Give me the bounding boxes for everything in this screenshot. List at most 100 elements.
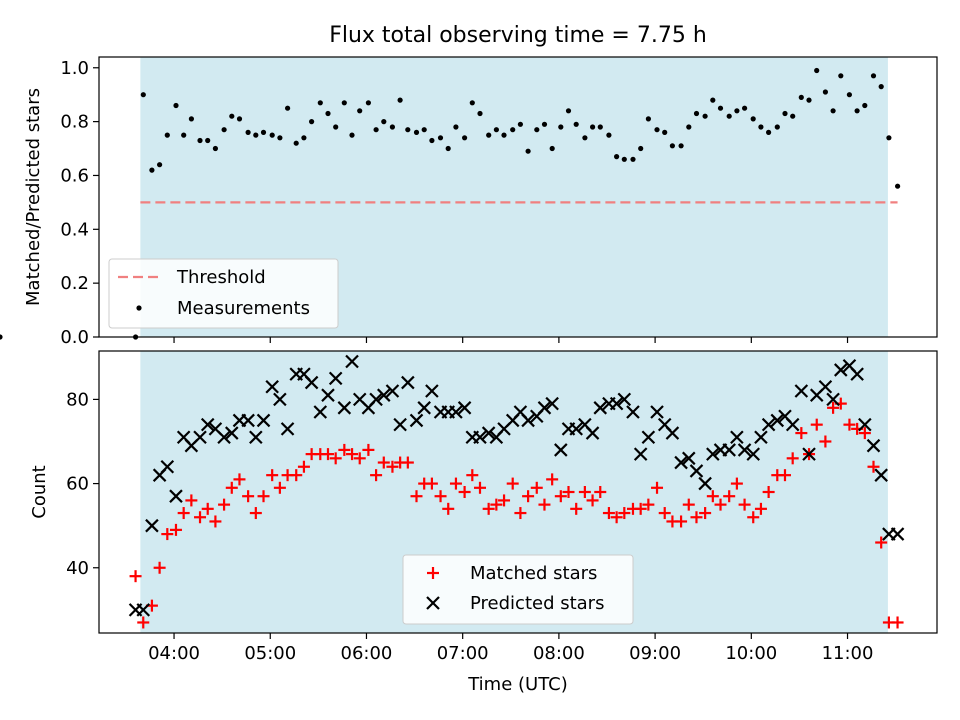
matched-star-point — [530, 481, 543, 494]
matched-star-point — [634, 502, 647, 515]
matched-star-point — [610, 511, 623, 524]
measurement-point — [205, 137, 211, 144]
count-panel: 40 60 80 04:00 05:00 06:00 07:00 08:00 09:00 10:… — [29, 350, 938, 695]
measurement-point — [870, 73, 877, 79]
predicted-star-point — [826, 392, 840, 407]
predicted-star-point — [481, 426, 496, 440]
measurement-point — [437, 135, 444, 141]
measurement-point — [445, 145, 451, 152]
predicted-star-point — [585, 426, 600, 440]
measurement-point — [614, 154, 620, 160]
y-tick-label: 0.6 — [60, 165, 89, 186]
measurement-point — [317, 100, 323, 106]
predicted-star-point — [273, 392, 287, 407]
measurement-point — [140, 92, 146, 98]
measurement-point — [582, 135, 588, 141]
measurement-point — [846, 92, 853, 98]
measurement-point — [405, 127, 411, 133]
predicted-star-point — [665, 426, 680, 440]
y-tick-label: 60 — [66, 474, 89, 495]
predicted-star-point — [689, 464, 704, 478]
measurement-point — [838, 73, 844, 79]
y-tick-label: 0.4 — [60, 219, 89, 240]
matched-star-point — [434, 490, 447, 503]
measurement-point — [453, 124, 459, 130]
predicted-star-point — [866, 438, 881, 453]
predicted-star-point — [337, 401, 352, 415]
matched-star-point — [346, 448, 359, 461]
predicted-star-point — [730, 430, 744, 445]
measurement-point — [325, 110, 331, 117]
measurement-point — [429, 137, 435, 144]
matched-star-point — [875, 536, 888, 549]
ratio-y-axis-label: Matched/Predicted stars — [23, 88, 44, 306]
measurement-point — [269, 132, 275, 138]
measurement-point — [798, 94, 804, 100]
measurement-point — [510, 127, 516, 133]
matched-star-point — [562, 486, 575, 498]
measurement-point — [157, 162, 163, 168]
matched-star-point — [401, 456, 414, 469]
measurement-point — [645, 116, 652, 122]
measurement-point — [766, 129, 772, 135]
x-tick-label: 07:00 — [437, 643, 489, 664]
predicted-star-point — [449, 405, 463, 419]
measurement-point — [717, 105, 724, 111]
predicted-star-point — [633, 447, 648, 461]
matched-star-point — [827, 401, 840, 414]
matched-star-point — [891, 616, 904, 629]
predicted-star-point — [457, 401, 472, 415]
measurement-point — [654, 127, 660, 133]
matched-star-point — [843, 418, 856, 431]
measurement-point — [669, 143, 676, 149]
predicted-star-point — [321, 388, 335, 402]
predicted-star-point — [545, 396, 559, 411]
measurement-point — [389, 124, 395, 130]
measurement-point — [221, 127, 227, 133]
matched-star-point — [514, 507, 527, 520]
matched-star-point — [867, 460, 880, 473]
measurement-point — [373, 127, 379, 133]
predicted-star-point — [761, 417, 776, 432]
matched-star-point — [706, 490, 719, 503]
measurement-point — [606, 132, 612, 138]
predicted-star-point — [794, 384, 809, 398]
legend-measurements-swatch — [136, 305, 142, 311]
predicted-stars-points — [128, 354, 905, 617]
matched-star-point — [482, 502, 495, 515]
measurement-point — [782, 110, 788, 117]
predicted-star-point — [369, 392, 383, 407]
measurement-point — [229, 113, 235, 119]
predicted-star-point — [256, 413, 271, 428]
x-tick-label: 11:00 — [822, 643, 874, 664]
measurement-point — [686, 124, 692, 130]
measurement-point — [0, 334, 3, 340]
matched-star-point — [129, 570, 142, 583]
matched-star-point — [546, 473, 559, 486]
measurement-point — [590, 124, 596, 130]
predicted-star-point — [193, 430, 207, 445]
measurement-point — [774, 124, 780, 130]
matched-star-point — [795, 427, 808, 440]
predicted-star-point — [770, 413, 785, 428]
matched-star-point — [257, 490, 270, 503]
matched-star-point — [442, 502, 455, 515]
measurement-point — [357, 108, 363, 114]
measurement-point — [790, 113, 796, 119]
x-tick-label: 10:00 — [725, 643, 777, 664]
predicted-star-point — [737, 443, 752, 457]
predicted-star-point — [409, 413, 424, 428]
y-tick-label: 1.0 — [60, 58, 89, 79]
predicted-star-point — [641, 430, 656, 445]
measurement-point — [541, 121, 548, 127]
ratio-x-tick-marks — [173, 337, 849, 343]
matched-star-point — [675, 515, 688, 528]
legend-predicted-swatch — [426, 596, 440, 610]
predicted-star-point — [169, 489, 183, 503]
x-tick-label: 05:00 — [244, 643, 296, 664]
predicted-star-point — [537, 401, 552, 415]
measurement-point — [486, 132, 492, 138]
matched-star-point — [233, 473, 246, 486]
predicted-star-point — [802, 447, 816, 461]
